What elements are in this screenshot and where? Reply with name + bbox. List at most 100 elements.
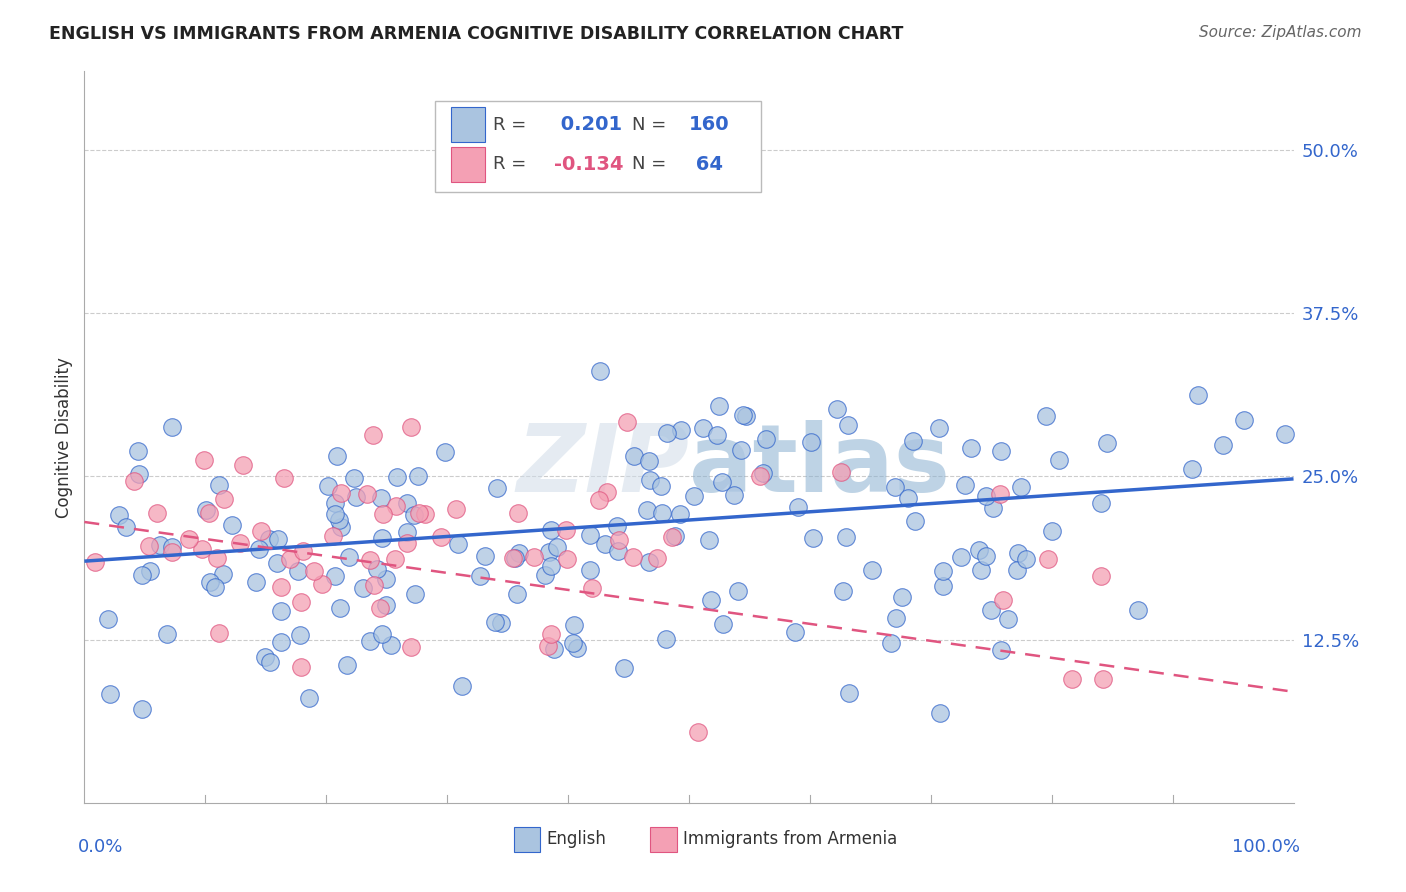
Point	[336, 657, 359, 672]
Point	[484, 615, 506, 629]
Point	[831, 584, 853, 599]
Point	[395, 524, 418, 539]
Point	[621, 549, 644, 564]
Point	[1015, 552, 1038, 566]
Point	[257, 532, 280, 546]
Point	[474, 549, 496, 564]
Point	[374, 572, 396, 586]
Point	[139, 564, 162, 578]
Point	[401, 420, 423, 434]
Text: ENGLISH VS IMMIGRANTS FROM ARMENIA COGNITIVE DISABILITY CORRELATION CHART: ENGLISH VS IMMIGRANTS FROM ARMENIA COGNI…	[49, 25, 904, 43]
Point	[1181, 462, 1204, 476]
Bar	[650, 827, 676, 852]
Point	[156, 627, 179, 641]
Point	[138, 540, 160, 554]
Point	[669, 423, 692, 437]
Point	[711, 617, 734, 632]
Point	[974, 489, 997, 503]
Point	[1212, 438, 1234, 452]
Point	[880, 636, 903, 650]
Point	[748, 469, 770, 483]
Point	[98, 687, 121, 701]
Point	[1040, 524, 1063, 539]
Point	[953, 477, 976, 491]
Point	[1010, 479, 1032, 493]
Point	[699, 593, 721, 607]
Point	[470, 569, 492, 583]
Point	[311, 577, 333, 591]
Point	[970, 563, 993, 577]
Point	[128, 467, 150, 482]
Point	[208, 625, 231, 640]
Point	[932, 579, 955, 593]
Bar	[451, 146, 485, 182]
Point	[860, 563, 883, 577]
Point	[329, 601, 352, 615]
Point	[249, 524, 271, 538]
Point	[399, 640, 422, 654]
Point	[727, 584, 749, 599]
Point	[543, 642, 565, 657]
Point	[316, 479, 339, 493]
Point	[1007, 546, 1029, 560]
Point	[370, 626, 392, 640]
Point	[904, 514, 927, 528]
Point	[356, 486, 378, 500]
Point	[578, 563, 600, 577]
Point	[290, 660, 312, 674]
Point	[325, 449, 347, 463]
Point	[1274, 426, 1296, 441]
Point	[447, 537, 470, 551]
Text: English: English	[547, 830, 606, 848]
Point	[593, 537, 616, 551]
Point	[359, 633, 381, 648]
Point	[287, 565, 309, 579]
Point	[901, 434, 924, 448]
Y-axis label: Cognitive Disability: Cognitive Disability	[55, 357, 73, 517]
Point	[370, 491, 392, 505]
Point	[506, 587, 529, 601]
Point	[122, 474, 145, 488]
Point	[890, 591, 912, 605]
Text: Immigrants from Armenia: Immigrants from Armenia	[683, 830, 897, 848]
Point	[636, 503, 658, 517]
Point	[562, 618, 585, 632]
Point	[884, 611, 907, 625]
Point	[337, 550, 360, 565]
Point	[245, 574, 267, 589]
Point	[651, 506, 673, 520]
Text: 0.0%: 0.0%	[79, 838, 124, 856]
Point	[508, 546, 530, 560]
Point	[974, 549, 997, 563]
Point	[1047, 452, 1070, 467]
Point	[502, 551, 524, 566]
Point	[290, 595, 312, 609]
Point	[706, 428, 728, 442]
Point	[546, 540, 568, 554]
Point	[489, 615, 512, 630]
Point	[661, 530, 683, 544]
Text: 160: 160	[689, 115, 730, 135]
Point	[160, 420, 183, 434]
Point	[555, 552, 578, 566]
Point	[434, 445, 457, 459]
Point	[683, 489, 706, 503]
Point	[733, 408, 755, 422]
Point	[384, 552, 406, 566]
Point	[131, 568, 153, 582]
Point	[267, 532, 290, 546]
Point	[323, 568, 346, 582]
Point	[197, 506, 219, 520]
Point	[84, 555, 107, 569]
Point	[259, 655, 281, 669]
Point	[115, 519, 138, 533]
Point	[710, 475, 733, 489]
Point	[554, 523, 576, 537]
Point	[229, 535, 252, 549]
Point	[363, 577, 385, 591]
Point	[330, 520, 353, 534]
Point	[664, 529, 686, 543]
Point	[565, 641, 588, 656]
Text: Source: ZipAtlas.com: Source: ZipAtlas.com	[1198, 25, 1361, 40]
Point	[278, 552, 301, 566]
